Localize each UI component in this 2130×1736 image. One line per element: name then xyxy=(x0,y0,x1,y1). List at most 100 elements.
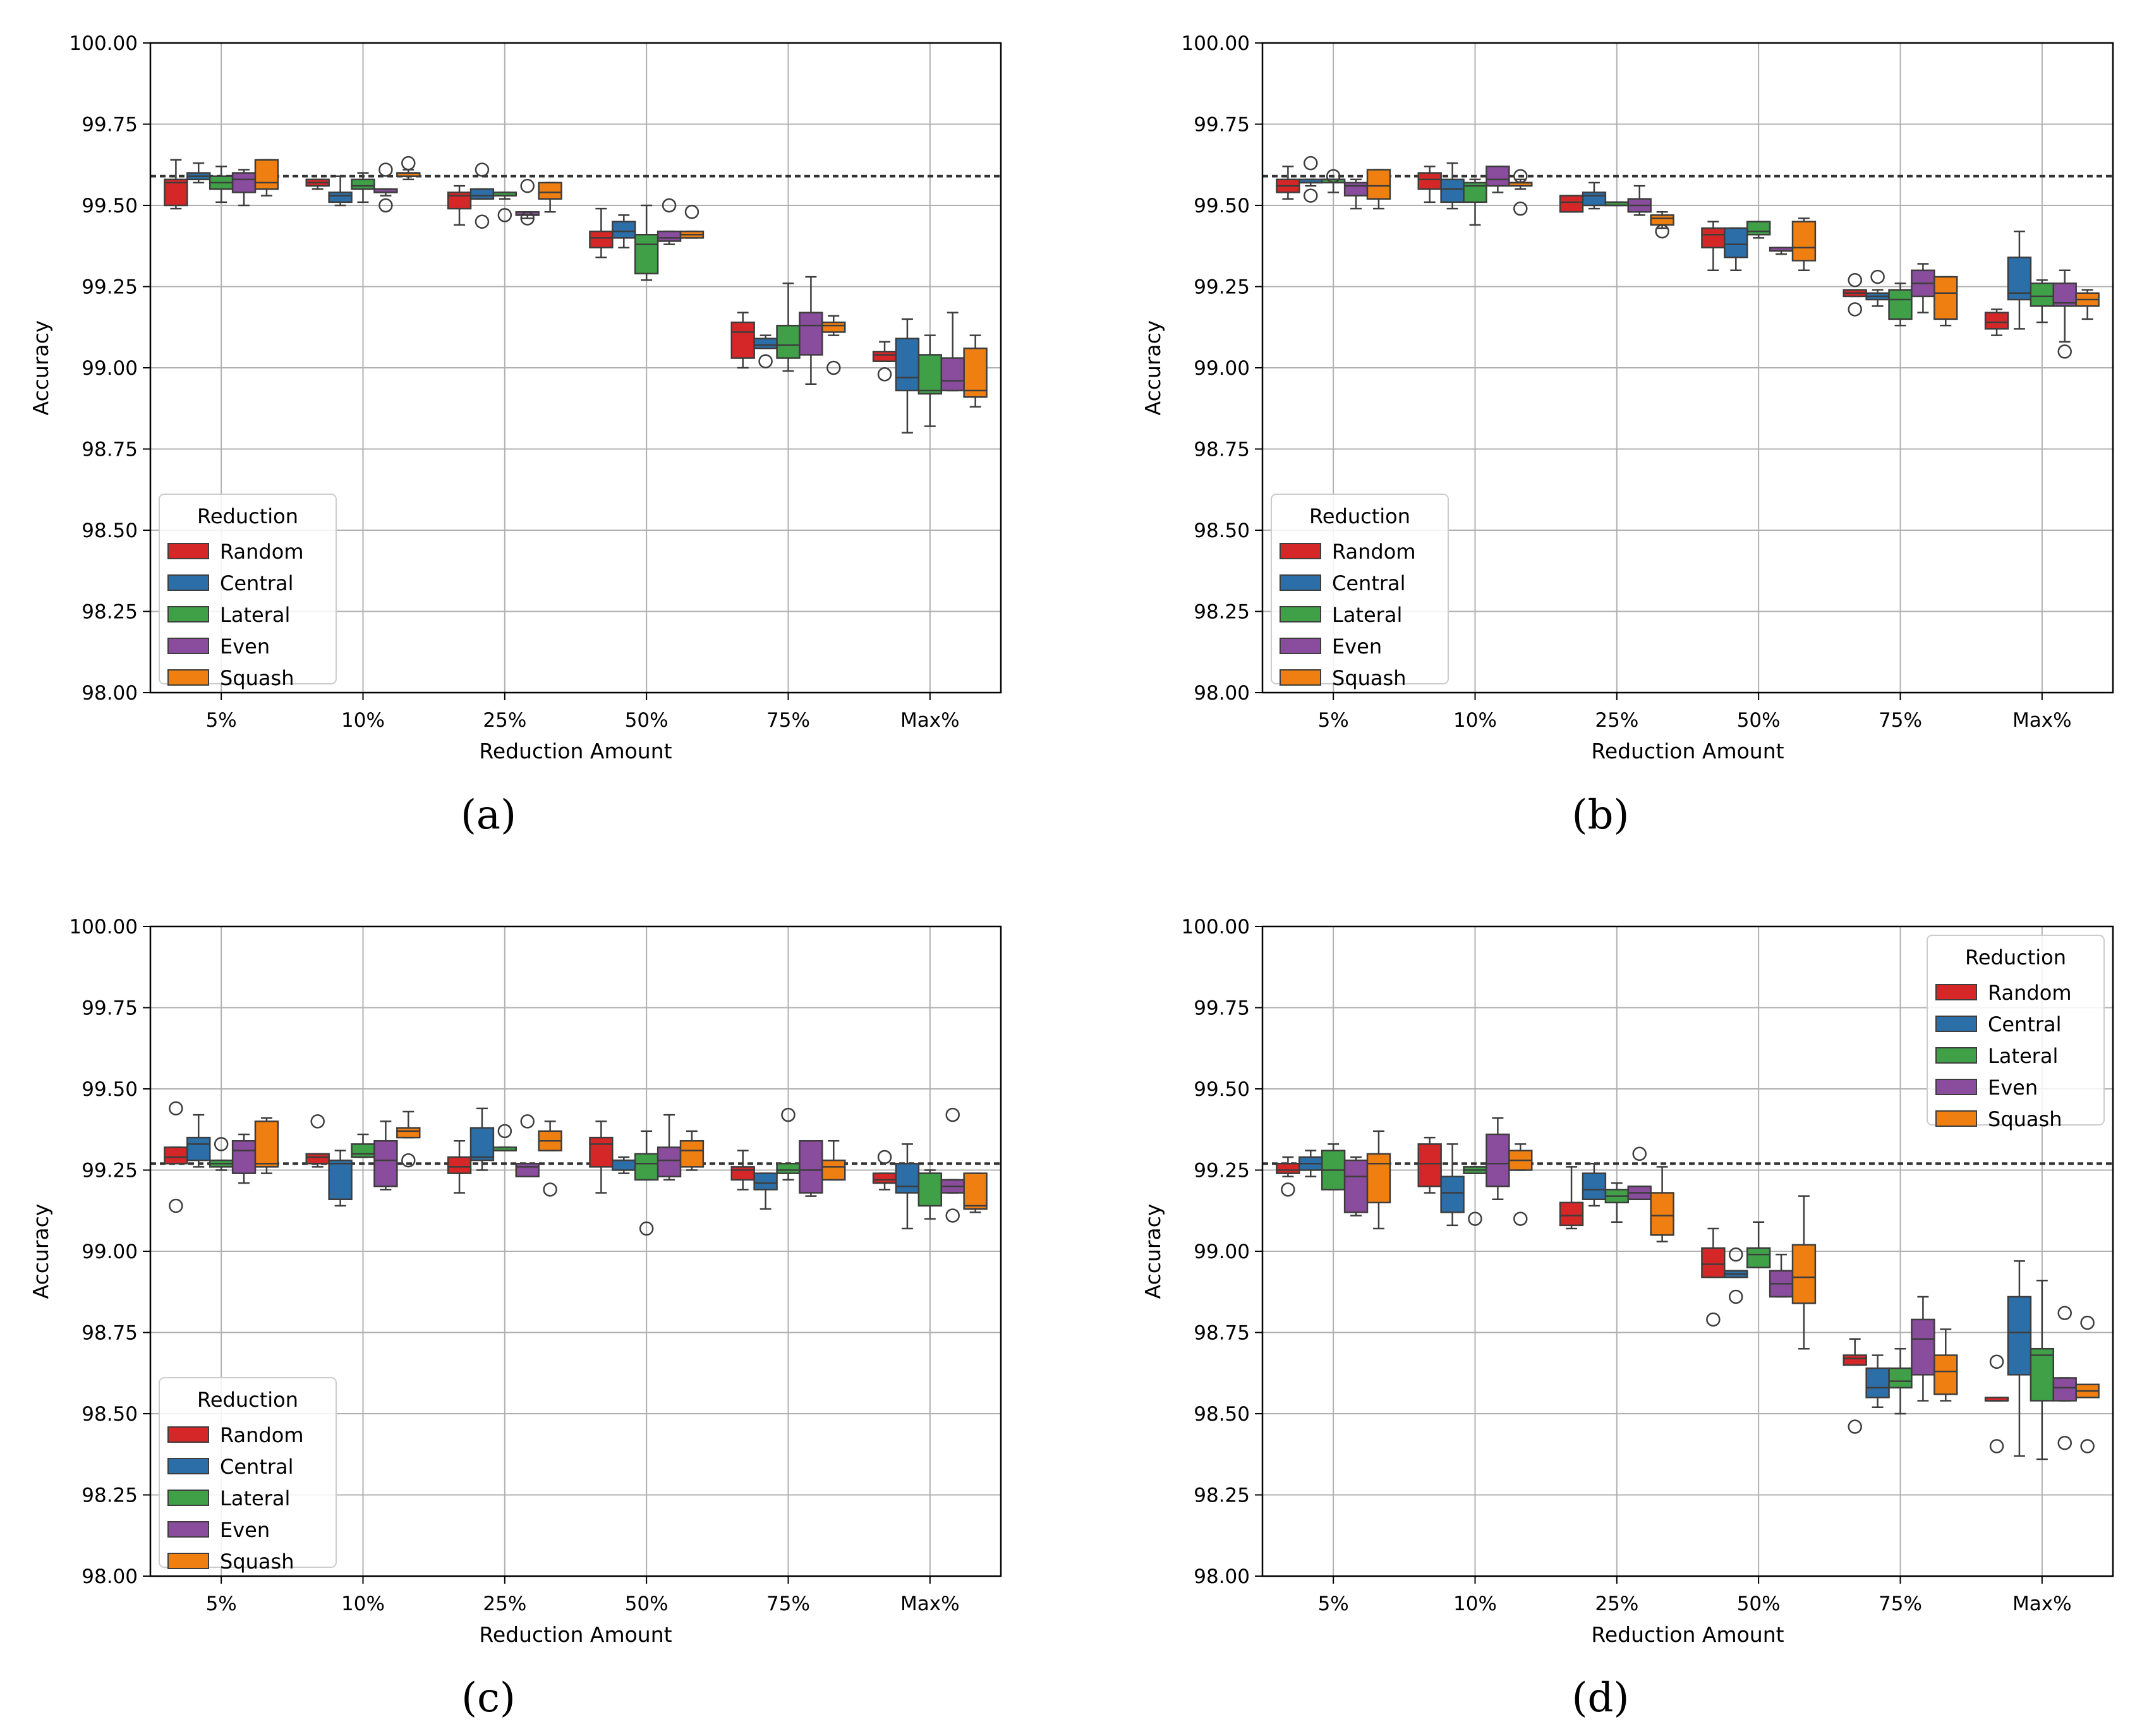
legend: Reduction Random Central Lateral Even Squash xyxy=(1271,494,1449,690)
box-squash-5% xyxy=(254,159,279,197)
box-body xyxy=(1911,1318,1935,1376)
legend-label-squash: Squash xyxy=(220,1550,294,1574)
box-squash-50% xyxy=(679,1130,705,1171)
y-tick-label: 99.75 xyxy=(1194,114,1250,137)
legend-swatch-random xyxy=(167,1426,209,1443)
legend-swatch-squash xyxy=(167,1553,209,1569)
legend-label-even: Even xyxy=(1988,1076,2038,1100)
legend-swatch-squash xyxy=(1280,669,1321,686)
outlier-point xyxy=(781,1107,796,1122)
y-tick-label: 98.75 xyxy=(1194,439,1250,461)
series-even xyxy=(231,1107,965,1223)
y-tick-label: 99.00 xyxy=(82,357,138,380)
box-random-Max% xyxy=(872,341,897,382)
series-squash xyxy=(1366,169,2100,327)
box-lateral-75% xyxy=(1888,1347,1913,1415)
chart-panel-c: 98.00 98.25 98.50 98.75 99.00 99.25 99.50 99.75… xyxy=(28,916,1002,1647)
box-random-25% xyxy=(1559,195,1584,213)
legend-label-squash: Squash xyxy=(1988,1107,2062,1131)
box-body xyxy=(1417,172,1442,190)
box-squash-75% xyxy=(1933,276,1958,327)
box-random-50% xyxy=(589,1120,614,1194)
box-even-25% xyxy=(515,1114,540,1178)
legend-box xyxy=(159,1377,337,1568)
box-even-25% xyxy=(515,178,540,226)
box-squash-5% xyxy=(1366,169,1391,210)
box-body xyxy=(1888,289,1913,320)
box-body xyxy=(963,347,988,398)
y-tick-label: 99.00 xyxy=(1194,1241,1250,1263)
box-lateral-5% xyxy=(209,1137,234,1171)
x-tick-label: 10% xyxy=(1453,1593,1497,1615)
legend-label-lateral: Lateral xyxy=(1988,1044,2058,1068)
box-body xyxy=(1582,1172,1607,1201)
y-tick-label: 99.25 xyxy=(1194,276,1250,299)
box-body xyxy=(254,1120,279,1168)
legend-swatch-even xyxy=(167,1521,209,1538)
legend-label-squash: Squash xyxy=(220,666,294,690)
outlier-point xyxy=(214,1137,229,1151)
box-central-50% xyxy=(612,1156,636,1174)
x-tick-label: 50% xyxy=(625,1593,669,1615)
box-even-Max% xyxy=(2052,269,2077,359)
legend-box xyxy=(1927,935,2105,1126)
outlier-point xyxy=(1989,1354,2004,1369)
box-body xyxy=(1865,1367,1890,1399)
legend-label-central: Central xyxy=(220,571,294,595)
box-lateral-5% xyxy=(1321,169,1346,193)
x-tick-label: 10% xyxy=(341,1593,385,1615)
legend: Reduction Random Central Lateral Even Squash xyxy=(159,1377,337,1574)
box-random-75% xyxy=(1843,272,1867,317)
outlier-point xyxy=(310,1114,325,1129)
box-body xyxy=(1440,1175,1465,1213)
box-lateral-Max% xyxy=(2030,279,2055,324)
box-squash-10% xyxy=(396,1110,421,1168)
y-tick-label: 99.75 xyxy=(1194,997,1250,1020)
y-tick-label: 99.50 xyxy=(82,1078,138,1101)
box-central-Max% xyxy=(2007,1260,2032,1457)
legend-label-lateral: Lateral xyxy=(220,603,290,627)
outlier-point xyxy=(1281,1182,1295,1197)
y-tick-label: 98.25 xyxy=(1194,601,1250,624)
box-body xyxy=(1746,221,1771,236)
box-body xyxy=(1559,1201,1584,1227)
box-body xyxy=(895,337,920,392)
x-tick-label: 75% xyxy=(766,709,810,732)
box-central-5% xyxy=(1298,155,1323,203)
outlier-point xyxy=(1468,1211,1482,1226)
outlier-point xyxy=(2057,1306,2072,1320)
box-squash-50% xyxy=(679,205,705,239)
box-body xyxy=(1791,1244,1817,1304)
legend-swatch-lateral xyxy=(1280,606,1321,622)
box-squash-Max% xyxy=(2075,1315,2100,1454)
y-tick-label: 98.75 xyxy=(1194,1322,1250,1345)
x-tick-label: 25% xyxy=(483,709,526,732)
legend-swatch-central xyxy=(1935,1016,1977,1032)
outlier-point xyxy=(758,354,773,368)
box-central-75% xyxy=(753,334,778,368)
outlier-point xyxy=(1706,1312,1721,1327)
legend-swatch-random xyxy=(167,543,209,559)
legend-swatch-squash xyxy=(167,669,209,686)
box-lateral-50% xyxy=(1746,1221,1771,1268)
box-squash-75% xyxy=(821,1139,846,1181)
box-squash-10% xyxy=(396,155,421,181)
y-tick-label: 98.50 xyxy=(1194,1403,1250,1426)
box-body xyxy=(469,1127,495,1162)
box-body xyxy=(1582,191,1607,207)
box-body xyxy=(1701,1247,1726,1278)
y-axis-label: Accuracy xyxy=(28,1204,53,1299)
box-random-10% xyxy=(1417,1136,1442,1194)
box-lateral-75% xyxy=(1888,282,1913,327)
y-tick-label: 98.00 xyxy=(82,1565,138,1588)
box-body xyxy=(799,312,823,356)
y-tick-label: 98.25 xyxy=(82,601,138,624)
x-tick-label: Max% xyxy=(900,1593,960,1615)
y-tick-label: 98.25 xyxy=(82,1484,138,1507)
box-random-25% xyxy=(1559,1166,1584,1230)
box-body xyxy=(1888,1367,1913,1389)
box-body xyxy=(1933,1354,1958,1395)
box-central-25% xyxy=(469,1107,495,1171)
outlier-point xyxy=(1304,155,1318,171)
y-tick-label: 98.75 xyxy=(82,1322,138,1345)
